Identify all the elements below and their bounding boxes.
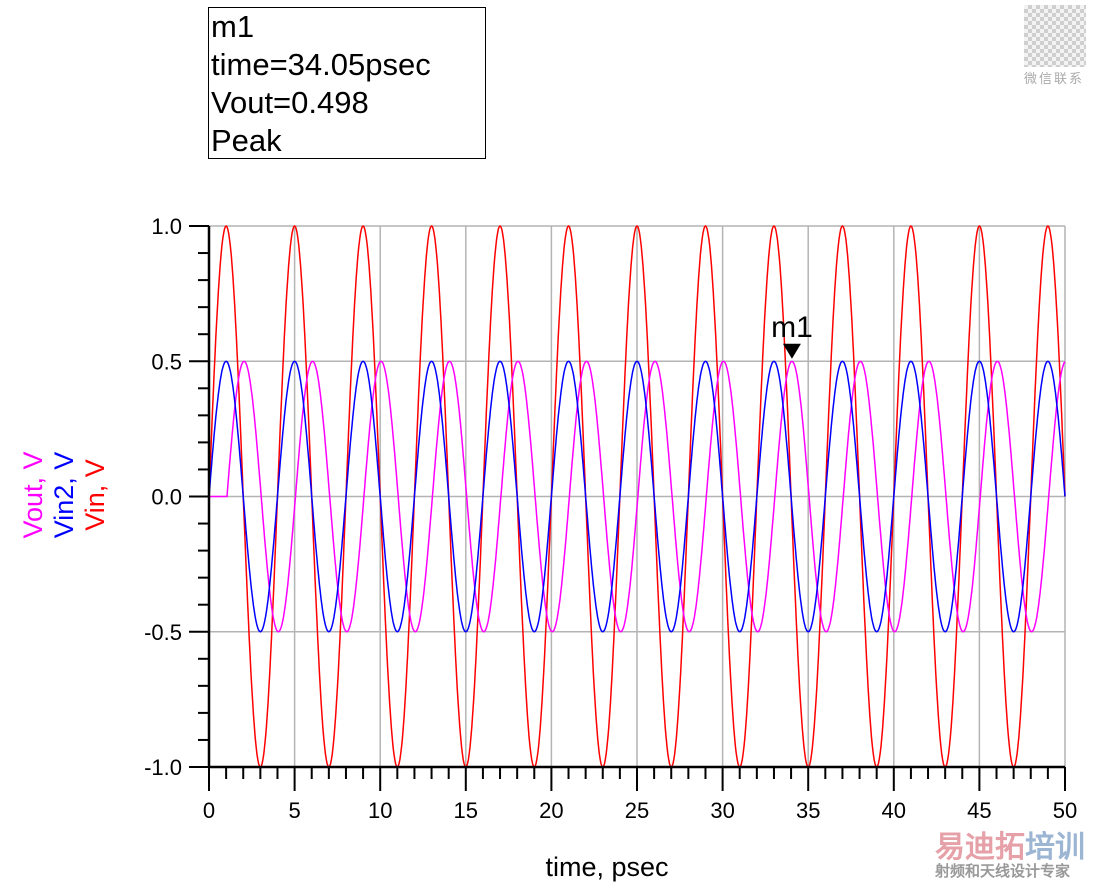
x-tick-label: 20 [539,798,563,823]
y-tick-label: 0.0 [151,485,182,510]
brand-watermark: 易迪拓培训 [935,822,1085,866]
marker-name: m1 [211,9,255,44]
x-axis-label: time, psec [545,852,668,882]
x-tick-label: 40 [882,798,906,823]
y-tick-label: 0.5 [151,349,182,374]
y-axis-label-0: Vout, V [18,451,48,538]
slogan-watermark: 射频和天线设计专家 [935,862,1071,880]
x-tick-label: 0 [203,798,215,823]
x-tick-label: 5 [288,798,300,823]
x-tick-label: 25 [625,798,649,823]
qr-code-watermark [1024,5,1086,67]
x-tick-label: 50 [1053,798,1077,823]
marker-label: m1 [771,311,813,344]
x-tick-label: 35 [796,798,820,823]
marker-readout-box: m1 time=34.05psec Vout=0.498 Peak [208,7,486,159]
y-tick-label: 1.0 [151,214,182,239]
x-tick-label: 10 [368,798,392,823]
qr-caption: 微信联系 [1024,71,1085,86]
x-tick-label: 15 [454,798,478,823]
x-tick-label: 45 [967,798,991,823]
x-tick-label: 30 [710,798,734,823]
brand-b: 培训 [1025,831,1085,864]
marker-time: time=34.05psec [211,47,431,82]
marker-triangle-icon [782,343,801,359]
marker-type: Peak [211,123,282,158]
series-vout-line [209,360,1066,633]
series-vin-line [208,224,1066,769]
y-axis-label-2: Vin, V [80,459,110,531]
brand-a: 易迪拓 [935,831,1025,864]
marker-value: Vout=0.498 [211,85,369,120]
y-axis-label-1: Vin2, V [49,452,79,539]
series-vin2-line [208,360,1066,633]
y-tick-label: -1.0 [144,755,182,780]
y-tick-label: -0.5 [144,620,182,645]
